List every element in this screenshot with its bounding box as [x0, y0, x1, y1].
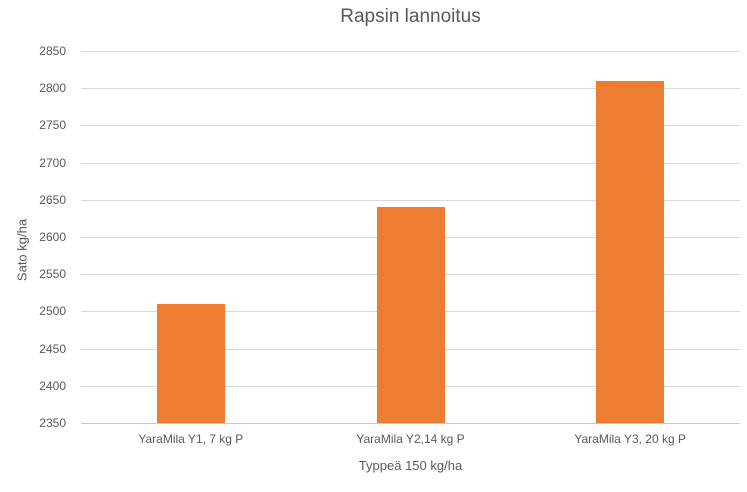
y-tick-label: 2800 [39, 81, 66, 96]
gridline [81, 125, 740, 127]
bar-YaraMila Y3, 20 kg P [596, 80, 665, 423]
bar-YaraMila Y1, 7 kg P [156, 304, 225, 423]
y-tick-label: 2850 [39, 44, 66, 58]
chart-title: Rapsin lannoitus [340, 6, 481, 27]
x-category-label: YaraMila Y1, 7 kg P [138, 432, 244, 446]
bar-YaraMila Y2,14 kg P [376, 207, 445, 423]
x-category-label: YaraMila Y2,14 kg P [356, 432, 465, 446]
y-tick-label: 2600 [39, 230, 66, 244]
y-tick-label: 2500 [39, 304, 66, 319]
x-axis-category-labels: YaraMila Y1, 7 kg P YaraMila Y2,14 kg P Ya… [81, 432, 740, 446]
y-tick-label: 2400 [39, 378, 66, 393]
y-tick-label: 2750 [39, 118, 66, 133]
gridline [81, 162, 740, 164]
y-tick-label: 2650 [39, 192, 66, 207]
x-category-label: YaraMila Y3, 20 kg P [574, 432, 686, 446]
y-tick-label: 2550 [39, 267, 66, 282]
x-axis-title: Typpeä 150 kg/ha [358, 458, 463, 473]
plot-area [81, 51, 740, 424]
y-tick-label: 2450 [39, 341, 66, 356]
gridline [81, 51, 740, 52]
y-tick-label: 2700 [39, 155, 66, 170]
y-tick-label: 2350 [39, 416, 66, 430]
gridline [81, 88, 740, 90]
gridline [81, 199, 740, 201]
